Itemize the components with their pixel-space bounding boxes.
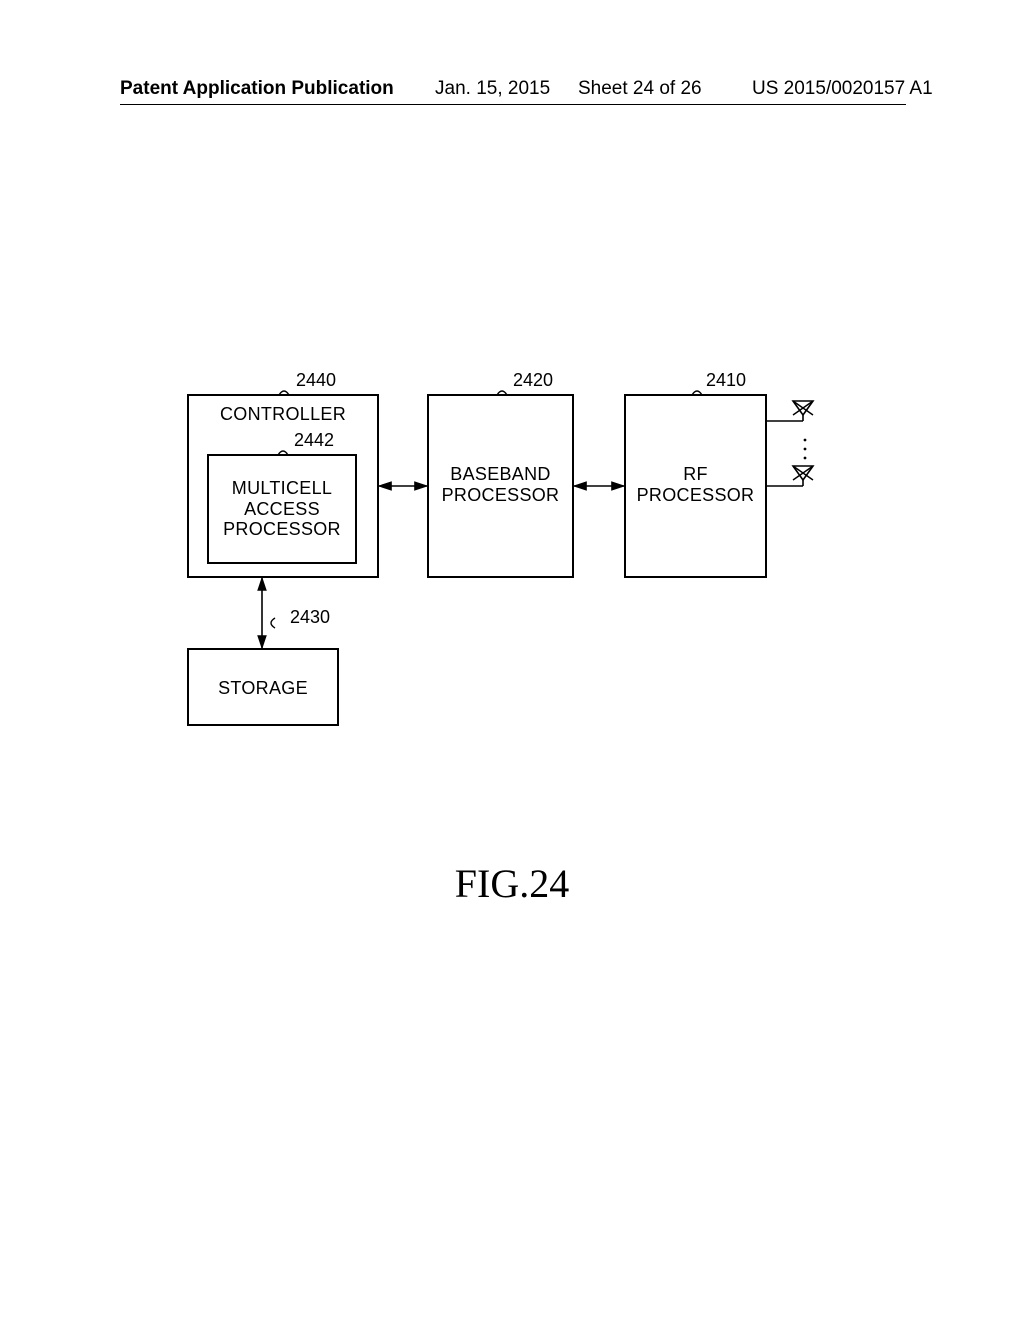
tick-multicell <box>278 451 288 455</box>
tick-rf <box>692 391 702 395</box>
figure-caption: FIG.24 <box>0 860 1024 907</box>
tick-storage <box>271 618 275 628</box>
antenna-ellipsis-dot <box>804 448 807 451</box>
tick-baseband <box>497 391 507 395</box>
block-diagram: 2440 CONTROLLER 2442 MULTICELL ACCESS PR… <box>0 0 1024 1320</box>
page: Patent Application Publication Jan. 15, … <box>0 0 1024 1320</box>
antenna-ellipsis-dot <box>804 439 807 442</box>
diagram-overlay <box>0 0 1024 1320</box>
tick-controller <box>279 391 289 395</box>
antenna-ellipsis-dot <box>804 457 807 460</box>
